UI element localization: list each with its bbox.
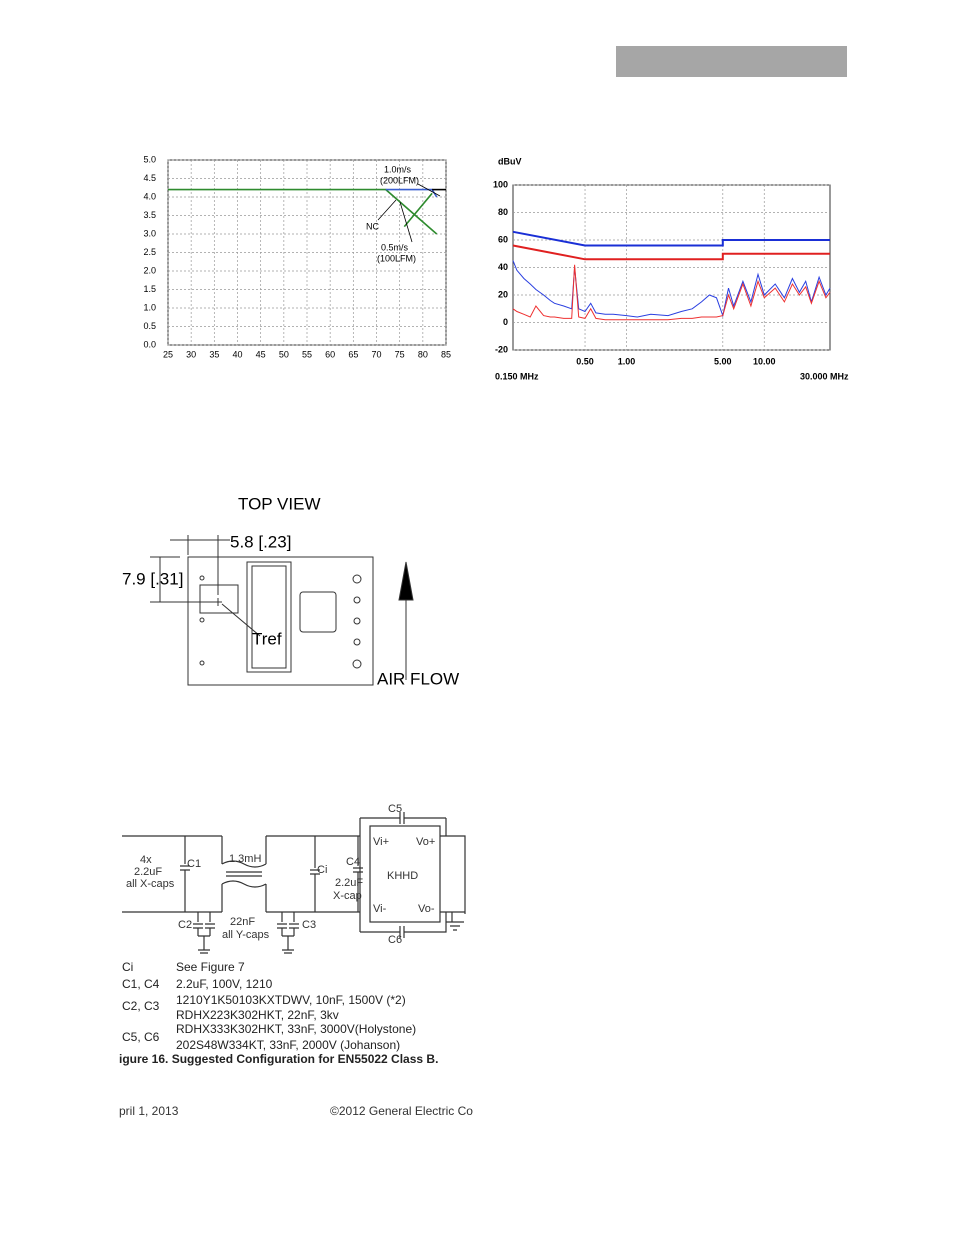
x-tick-label: 25 — [163, 349, 173, 359]
y-tick-label: 2.0 — [143, 265, 156, 275]
component-label: C4 — [346, 856, 360, 868]
x-tick-label: 50 — [279, 349, 289, 359]
table-cell: RDHX333K302HKT, 33nF, 3000V(Holystone) — [176, 1022, 416, 1036]
component-label: 1.3mH — [229, 853, 261, 865]
y-tick-label: 5.0 — [143, 154, 156, 164]
annotation-arrow — [377, 183, 441, 243]
dim-label: 7.9 [.31] — [122, 569, 183, 588]
ref-label: Tref — [252, 629, 282, 648]
axis-label: 0.150 MHz — [495, 371, 539, 381]
y-tick-label: 3.5 — [143, 210, 156, 220]
x-tick-label: 5.00 — [714, 356, 732, 366]
component-label: C3 — [302, 919, 316, 931]
x-tick-label: 40 — [232, 349, 242, 359]
view-title: TOP VIEW — [238, 494, 321, 513]
component-label: C6 — [388, 934, 402, 946]
y-tick-label: 4.5 — [143, 173, 156, 183]
header-bar — [616, 46, 847, 77]
data-line — [512, 260, 831, 318]
pin-label: Vo+ — [416, 836, 435, 848]
data-line — [403, 192, 433, 228]
schematic — [122, 812, 466, 954]
table-cell: C1, C4 — [122, 977, 160, 991]
pin-label: Vo- — [418, 903, 435, 915]
annotation: 0.5m/s — [381, 242, 409, 252]
table-cell: Ci — [122, 960, 133, 974]
axis-label: dBuV — [498, 156, 522, 166]
footer-date: pril 1, 2013 — [119, 1104, 179, 1118]
table-cell: See Figure 7 — [176, 960, 245, 974]
annotation: NC — [366, 221, 379, 231]
table-cell: RDHX223K302HKT, 22nF, 3kv — [176, 1008, 339, 1022]
figure-caption: igure 16. Suggested Configuration for EN… — [119, 1052, 438, 1066]
x-tick-label: 45 — [256, 349, 266, 359]
y-tick-label: 1.5 — [143, 284, 156, 294]
footer-copyright: ©2012 General Electric Co — [330, 1104, 473, 1118]
x-tick-label: 65 — [348, 349, 358, 359]
component-label: Ci — [317, 864, 327, 876]
table-cell: C5, C6 — [122, 1030, 160, 1044]
x-tick-label: 75 — [395, 349, 405, 359]
table-cell: 202S48W334KT, 33nF, 2000V (Johanson) — [176, 1038, 400, 1052]
annotation: (100LFM) — [377, 253, 416, 263]
data-line — [512, 244, 830, 261]
y-tick-label: 0.5 — [143, 321, 156, 331]
axis-label: 30.000 MHz — [800, 371, 849, 381]
annotation: 1.0m/s — [384, 164, 412, 174]
x-tick-label: 0.50 — [576, 356, 594, 366]
component-label: C1 — [187, 858, 201, 870]
data-line — [512, 264, 831, 321]
block-label: KHHD — [387, 870, 418, 882]
y-tick-label: 1.0 — [143, 302, 156, 312]
pin-label: Vi- — [373, 903, 387, 915]
x-tick-label: 55 — [302, 349, 312, 359]
dim-label: 5.8 [.23] — [230, 532, 291, 551]
pin-label: Vi+ — [373, 836, 389, 848]
y-tick-label: 3.0 — [143, 228, 156, 238]
data-line — [512, 230, 830, 247]
component-label: all X-caps — [126, 878, 175, 890]
component-label: C2 — [178, 919, 192, 931]
y-tick-label: 0 — [503, 317, 508, 327]
x-tick-label: 10.00 — [753, 356, 776, 366]
table-cell: 1210Y1K50103KXTDWV, 10nF, 1500V (*2) — [176, 993, 406, 1007]
component-label: C5 — [388, 803, 402, 815]
x-tick-label: 70 — [371, 349, 381, 359]
annotation: (200LFM) — [380, 175, 419, 185]
component-label: 22nF — [230, 916, 255, 928]
y-tick-label: 40 — [498, 262, 508, 272]
component-label: 2.2uF — [134, 866, 162, 878]
x-tick-label: 85 — [441, 349, 451, 359]
airflow-label: AIR FLOW — [377, 669, 459, 688]
x-tick-label: 1.00 — [618, 356, 636, 366]
top-view — [150, 535, 414, 686]
component-label: 4x — [140, 854, 152, 866]
y-tick-label: 100 — [493, 179, 508, 189]
x-tick-label: 60 — [325, 349, 335, 359]
y-tick-label: 0.0 — [143, 339, 156, 349]
component-label: all Y-caps — [222, 929, 270, 941]
y-tick-label: -20 — [495, 344, 508, 354]
component-label: 2.2uF — [335, 877, 363, 889]
y-tick-label: 2.5 — [143, 247, 156, 257]
component-label: X-cap — [333, 890, 362, 902]
y-tick-label: 20 — [498, 289, 508, 299]
table-cell: 2.2uF, 100V, 1210 — [176, 977, 273, 991]
y-tick-label: 60 — [498, 234, 508, 244]
table-cell: C2, C3 — [122, 999, 160, 1013]
y-tick-label: 4.0 — [143, 191, 156, 201]
x-tick-label: 35 — [209, 349, 219, 359]
x-tick-label: 30 — [186, 349, 196, 359]
x-tick-label: 80 — [418, 349, 428, 359]
y-tick-label: 80 — [498, 207, 508, 217]
